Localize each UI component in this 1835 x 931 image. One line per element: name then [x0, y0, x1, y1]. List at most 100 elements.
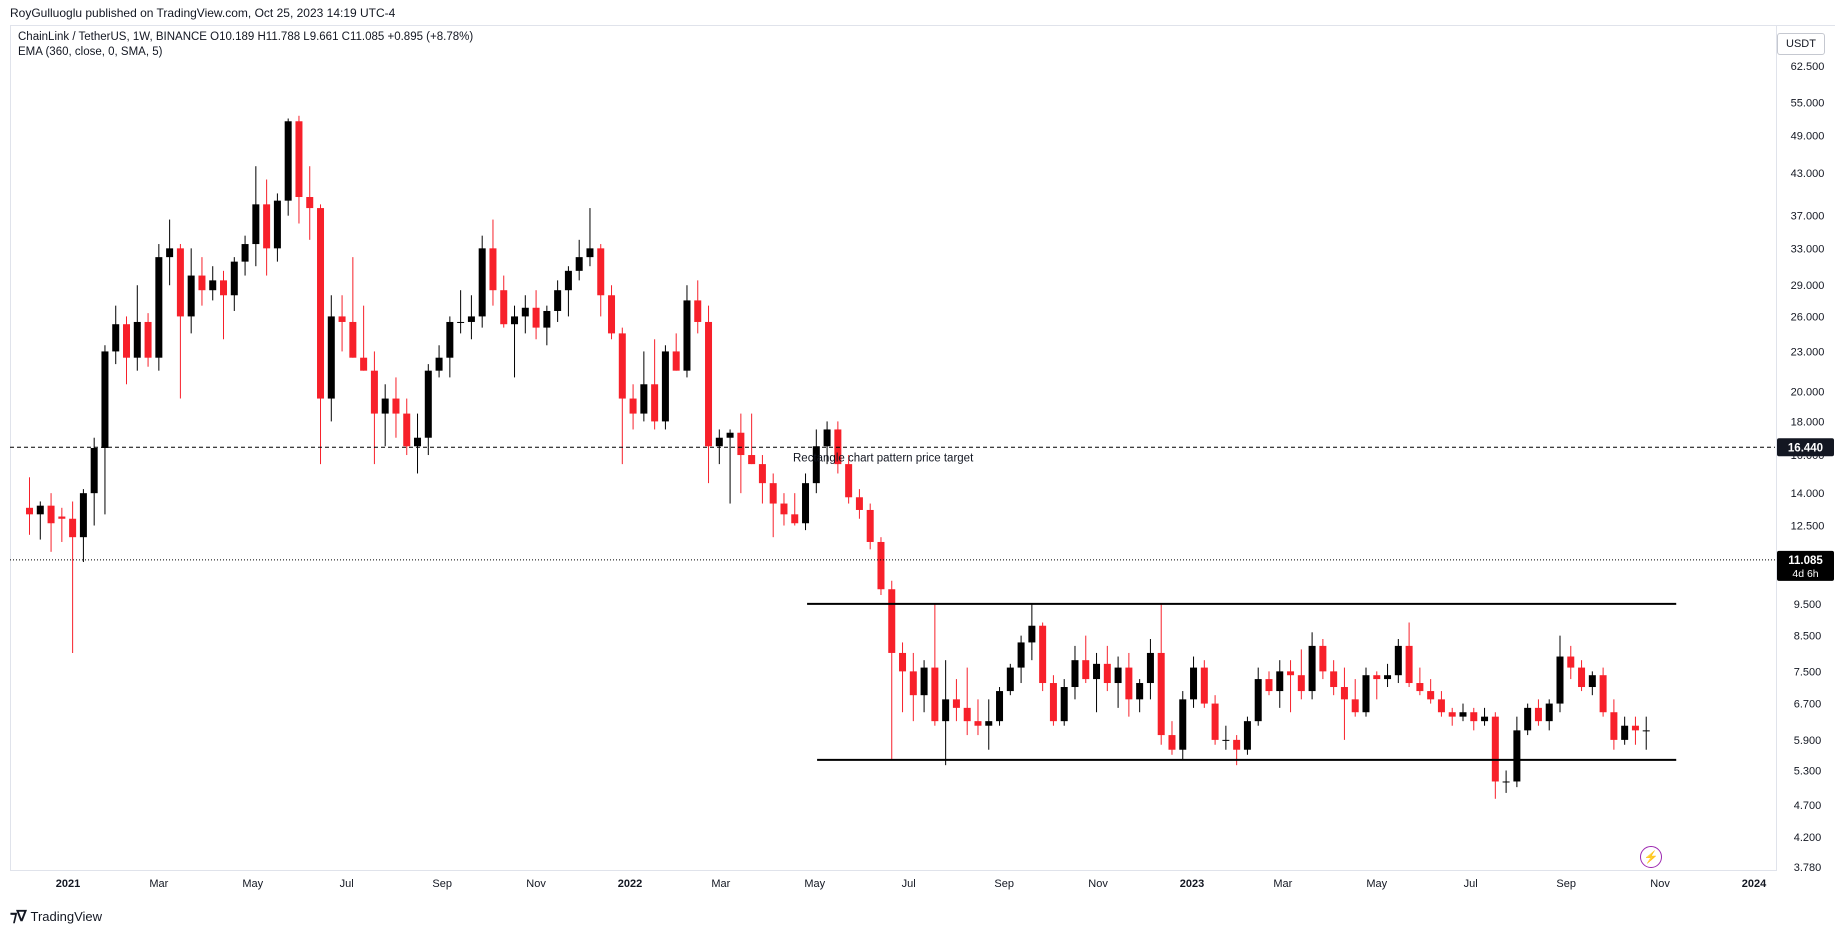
- candle-up[interactable]: [112, 324, 120, 352]
- candle-up[interactable]: [187, 275, 195, 317]
- candle-down[interactable]: [672, 351, 680, 371]
- candle-down[interactable]: [1103, 663, 1111, 684]
- candle-down[interactable]: [1265, 679, 1273, 692]
- candle-down[interactable]: [845, 464, 853, 498]
- candle-down[interactable]: [1211, 703, 1219, 740]
- candle-down[interactable]: [1578, 667, 1586, 688]
- candle-up[interactable]: [1276, 671, 1284, 692]
- candle-up[interactable]: [1243, 721, 1251, 750]
- candle-up[interactable]: [1545, 703, 1553, 722]
- candle-up[interactable]: [1362, 675, 1370, 713]
- candle-down[interactable]: [176, 248, 184, 317]
- candle-up[interactable]: [1017, 642, 1025, 668]
- candle-up[interactable]: [564, 270, 572, 291]
- candle-up[interactable]: [36, 505, 44, 515]
- candle-down[interactable]: [1599, 675, 1607, 713]
- candle-down[interactable]: [1427, 691, 1435, 700]
- candle-down[interactable]: [618, 333, 626, 399]
- candle-down[interactable]: [866, 509, 874, 542]
- candle-up[interactable]: [284, 121, 292, 201]
- candle-up[interactable]: [252, 204, 260, 245]
- candle-up[interactable]: [1502, 781, 1510, 783]
- candle-down[interactable]: [1405, 645, 1413, 684]
- candle-up[interactable]: [1459, 712, 1467, 717]
- time-axis[interactable]: [10, 870, 1776, 897]
- candle-down[interactable]: [360, 357, 368, 371]
- candle-up[interactable]: [1642, 730, 1650, 732]
- candle-down[interactable]: [737, 432, 745, 456]
- symbol-legend[interactable]: ChainLink / TetherUS, 1W, BINANCE O10.18…: [18, 31, 474, 43]
- candle-down[interactable]: [317, 208, 325, 399]
- candle-down[interactable]: [58, 516, 66, 519]
- candle-down[interactable]: [1168, 735, 1176, 750]
- candle-up[interactable]: [1384, 675, 1392, 680]
- candle-down[interactable]: [1287, 671, 1295, 676]
- candle-down[interactable]: [295, 121, 303, 198]
- candle-up[interactable]: [1308, 645, 1316, 692]
- candle-up[interactable]: [327, 316, 335, 399]
- candle-down[interactable]: [144, 321, 152, 358]
- candle-down[interactable]: [1297, 675, 1305, 692]
- candle-down[interactable]: [306, 197, 314, 209]
- candle-down[interactable]: [780, 503, 788, 515]
- candle-down[interactable]: [855, 497, 863, 510]
- candle-down[interactable]: [1049, 683, 1057, 722]
- candle-up[interactable]: [1394, 645, 1402, 676]
- candle-up[interactable]: [1136, 683, 1144, 700]
- candle-up[interactable]: [511, 316, 519, 325]
- candle-up[interactable]: [166, 248, 174, 258]
- candle-down[interactable]: [694, 300, 702, 322]
- currency-badge[interactable]: USDT: [1777, 33, 1825, 55]
- candle-down[interactable]: [1082, 660, 1090, 680]
- candle-up[interactable]: [1006, 667, 1014, 692]
- candle-up[interactable]: [1254, 679, 1262, 722]
- candle-up[interactable]: [996, 691, 1004, 722]
- candle-up[interactable]: [79, 493, 87, 538]
- candle-up[interactable]: [554, 290, 562, 311]
- candle-down[interactable]: [1340, 687, 1348, 700]
- candle-down[interactable]: [1437, 699, 1445, 713]
- candle-down[interactable]: [69, 518, 77, 538]
- candle-down[interactable]: [1491, 716, 1499, 782]
- candle-up[interactable]: [1146, 652, 1154, 684]
- candle-up[interactable]: [640, 384, 648, 414]
- candle-up[interactable]: [1524, 707, 1532, 731]
- candle-up[interactable]: [1179, 699, 1187, 750]
- candle-down[interactable]: [1200, 667, 1208, 704]
- candle-down[interactable]: [26, 507, 34, 515]
- candle-down[interactable]: [1610, 712, 1618, 740]
- candle-down[interactable]: [349, 321, 357, 358]
- candle-down[interactable]: [1448, 712, 1456, 717]
- candle-up[interactable]: [1588, 675, 1596, 688]
- candle-up[interactable]: [273, 200, 281, 249]
- candle-down[interactable]: [1631, 725, 1639, 731]
- candle-down[interactable]: [1373, 675, 1381, 680]
- candle-up[interactable]: [802, 483, 810, 524]
- candle-down[interactable]: [651, 384, 659, 422]
- candle-down[interactable]: [198, 275, 206, 291]
- candle-up[interactable]: [1071, 660, 1079, 688]
- candle-down[interactable]: [608, 295, 616, 334]
- candle-up[interactable]: [209, 280, 217, 291]
- candle-down[interactable]: [392, 398, 400, 414]
- candle-up[interactable]: [726, 432, 734, 438]
- tradingview-logo[interactable]: ⁊∇ TradingView: [10, 907, 102, 925]
- candle-up[interactable]: [1222, 739, 1230, 741]
- candle-up[interactable]: [575, 257, 583, 271]
- candle-down[interactable]: [1039, 625, 1047, 684]
- indicator-legend[interactable]: EMA (360, close, 0, SMA, 5): [18, 46, 163, 58]
- candle-up[interactable]: [241, 244, 249, 262]
- candle-down[interactable]: [1233, 739, 1241, 750]
- candle-down[interactable]: [931, 667, 939, 722]
- candle-up[interactable]: [424, 370, 432, 438]
- candle-down[interactable]: [220, 280, 228, 296]
- candle-down[interactable]: [1157, 652, 1165, 736]
- candle-down[interactable]: [705, 321, 713, 447]
- candle-down[interactable]: [899, 652, 907, 672]
- candle-down[interactable]: [888, 589, 896, 653]
- candle-down[interactable]: [532, 307, 540, 328]
- candle-down[interactable]: [1470, 712, 1478, 722]
- candle-down[interactable]: [629, 398, 637, 414]
- candle-down[interactable]: [963, 707, 971, 722]
- candle-down[interactable]: [1319, 645, 1327, 672]
